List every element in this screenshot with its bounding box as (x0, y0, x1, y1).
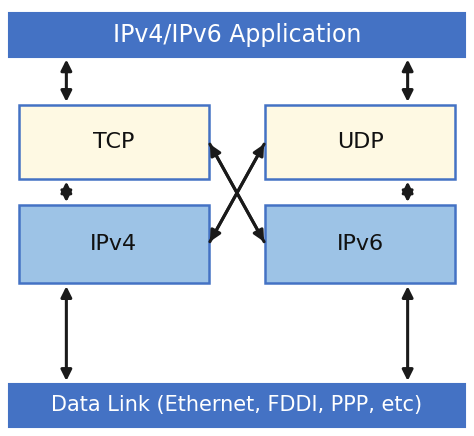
Text: IPv6: IPv6 (337, 234, 384, 254)
Text: IPv4/IPv6 Application: IPv4/IPv6 Application (113, 23, 361, 47)
FancyBboxPatch shape (265, 205, 455, 283)
FancyBboxPatch shape (9, 384, 465, 427)
Text: IPv4: IPv4 (90, 234, 137, 254)
FancyBboxPatch shape (9, 13, 465, 57)
FancyBboxPatch shape (19, 105, 209, 179)
Text: TCP: TCP (93, 132, 135, 152)
Text: UDP: UDP (337, 132, 383, 152)
Text: Data Link (Ethernet, FDDI, PPP, etc): Data Link (Ethernet, FDDI, PPP, etc) (52, 395, 422, 416)
FancyBboxPatch shape (19, 205, 209, 283)
FancyBboxPatch shape (265, 105, 455, 179)
